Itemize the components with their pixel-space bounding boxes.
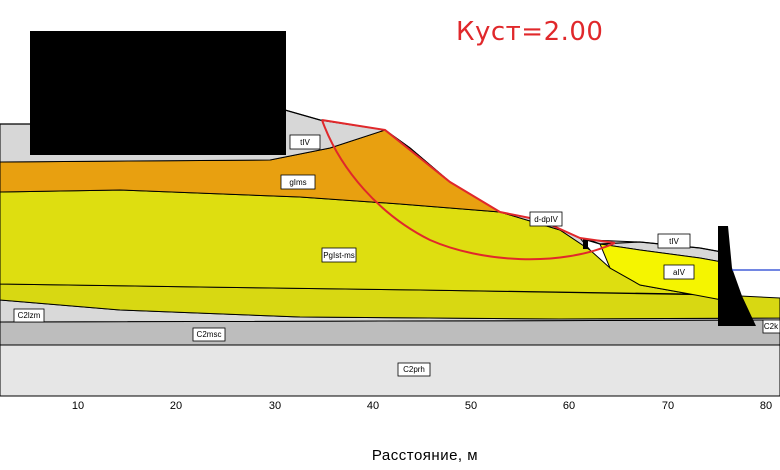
label-tiv-right: tIV (657, 233, 691, 249)
svg-text:C2k: C2k (764, 322, 779, 331)
label-gims: gIms (280, 174, 316, 190)
redaction-block (30, 31, 286, 155)
x-tick-40: 40 (367, 400, 379, 412)
svg-text:aIV: aIV (673, 268, 686, 277)
label-pg: PgIst-ms (321, 247, 357, 263)
slip-surface-arc (321, 119, 616, 261)
svg-text:PgIst-ms: PgIst-ms (323, 251, 355, 260)
label-c2-right: C2k (762, 319, 780, 334)
svg-text:C2lzm: C2lzm (18, 311, 41, 320)
x-tick-50: 50 (465, 400, 477, 412)
x-tick-70: 70 (662, 400, 674, 412)
x-tick-80: 80 (760, 400, 772, 412)
label-ddp: d-dpIV (529, 211, 563, 227)
x-tick-20: 20 (170, 400, 182, 412)
x-axis-title: Расстояние, м (372, 447, 478, 464)
label-aiv: aIV (663, 264, 695, 280)
svg-text:tIV: tIV (300, 138, 310, 147)
slip-surface-top (321, 119, 616, 244)
svg-text:gIms: gIms (289, 178, 306, 187)
layer-c2prh (0, 344, 780, 397)
pile-marker (583, 239, 588, 249)
x-tick-10: 10 (72, 400, 84, 412)
svg-text:C2prh: C2prh (403, 365, 425, 374)
x-axis: 10 20 30 40 50 60 70 80 (0, 395, 780, 412)
svg-text:d-dpIV: d-dpIV (534, 215, 558, 224)
svg-text:C2msc: C2msc (197, 330, 222, 339)
x-tick-30: 30 (269, 400, 281, 412)
label-c2lzm: C2lzm (13, 308, 45, 323)
label-c2msc: C2msc (192, 327, 226, 342)
layer-c2msc (0, 319, 780, 346)
x-tick-60: 60 (563, 400, 575, 412)
svg-text:tIV: tIV (669, 237, 679, 246)
safety-factor: Куст=2.00 (456, 17, 603, 47)
label-tiv-top: tIV (289, 134, 321, 150)
label-c2prh: C2prh (397, 362, 431, 377)
retaining-structure (718, 226, 756, 326)
